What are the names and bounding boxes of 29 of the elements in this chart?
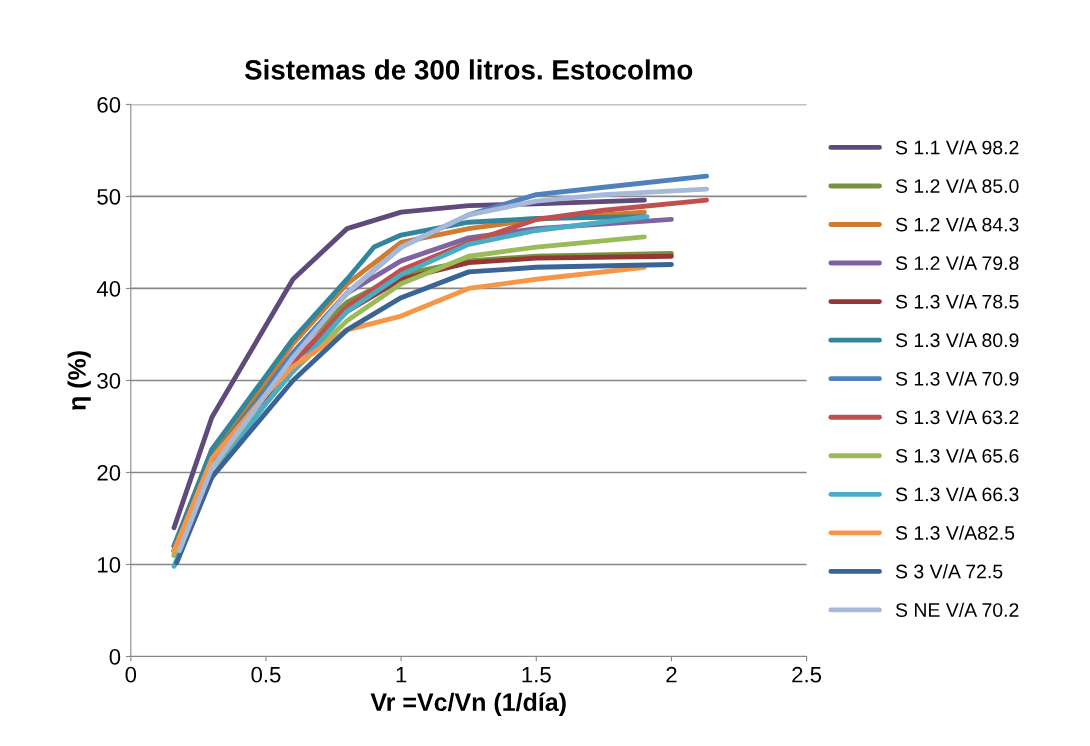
y-tick-label: 0	[109, 649, 121, 665]
legend-label: S 1.3 V/A 63.2	[895, 409, 1019, 425]
legend-label: S 1.1 V/A 98.2	[895, 140, 1019, 155]
legend-label: S 1.3 V/A82.5	[895, 525, 1015, 540]
y-tick-label: 30	[97, 372, 121, 389]
legend-label: S 1.3 V/A 80.9	[895, 332, 1019, 348]
y-axis-title: η (%)	[67, 351, 91, 410]
y-tick-label: 40	[96, 280, 121, 297]
x-axis-title: Vr =Vc/Vn (1/día)	[370, 692, 566, 716]
y-tick-label: 10	[98, 557, 121, 573]
x-tick-label: 1	[396, 667, 407, 683]
y-tick-label: 20	[97, 465, 121, 481]
legend-label: S 1.3 V/A 65.6	[895, 448, 1019, 463]
y-tick-label: 50	[97, 188, 121, 205]
y-tick-label: 60	[97, 96, 121, 113]
legend-label: S NE V/A 70.2	[895, 602, 1019, 617]
legend-label: S 1.3 V/A 78.5	[895, 294, 1019, 309]
x-tick-label: 1.5	[522, 667, 551, 683]
chart-title: Sistemas de 300 litros. Estocolmo	[244, 59, 693, 80]
legend-label: S 3 V/A 72.5	[895, 564, 1003, 579]
legend-label: S 1.2 V/A 85.0	[895, 178, 1019, 193]
x-tick-label: 0	[125, 666, 137, 683]
legend-label: S 1.2 V/A 84.3	[895, 217, 1019, 232]
x-tick-label: 2.5	[792, 666, 822, 683]
legend-label: S 1.2 V/A 79.8	[895, 255, 1019, 271]
x-tick-label: 0.5	[251, 666, 281, 683]
x-tick-label: 2	[666, 666, 677, 683]
legend-label: S 1.3 V/A 70.9	[895, 371, 1019, 386]
legend-label: S 1.3 V/A 66.3	[895, 487, 1019, 502]
